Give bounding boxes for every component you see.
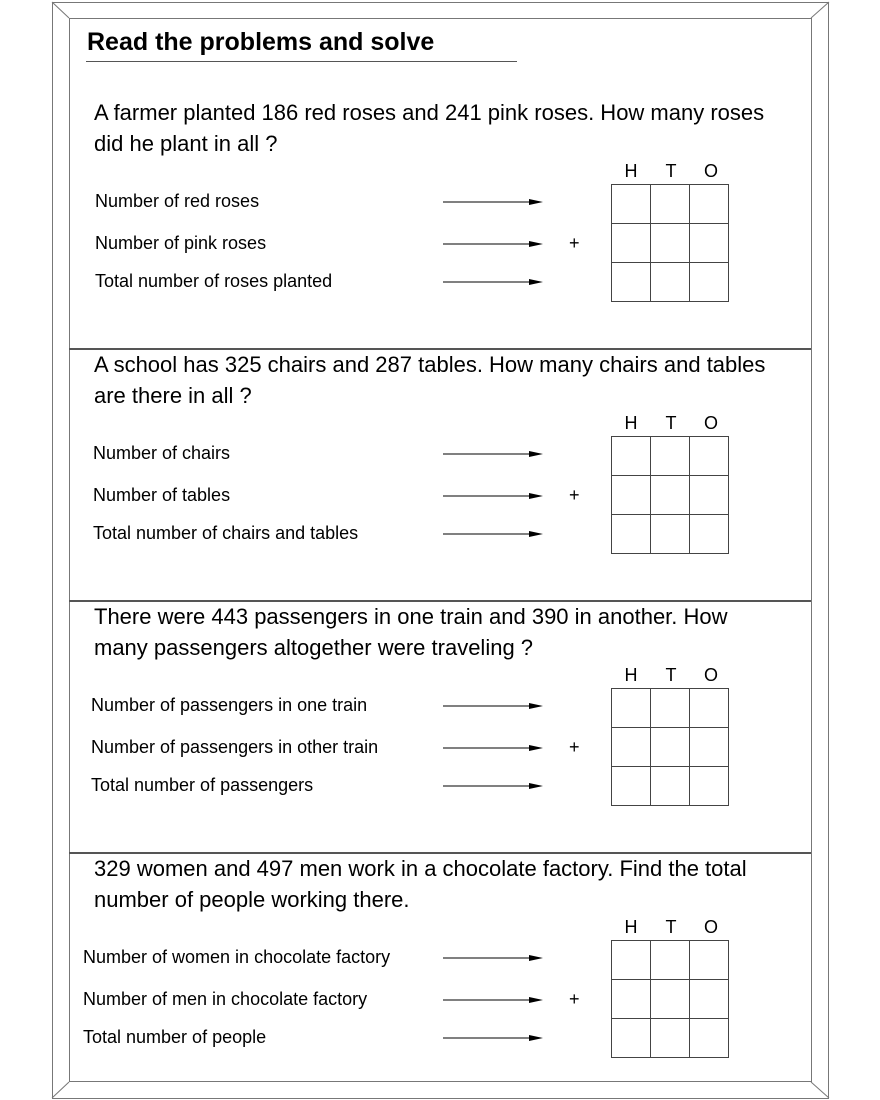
plus-sign: + [569, 485, 580, 505]
answer-cell[interactable] [650, 1018, 690, 1058]
answer-cell[interactable] [650, 475, 690, 515]
place-value-header: H [624, 917, 638, 937]
problem-label: Number of women in chocolate factory [83, 947, 391, 967]
answer-cell[interactable] [611, 262, 651, 302]
arrow-icon [443, 241, 543, 247]
problem-label: Number of tables [93, 485, 231, 505]
problem-label: Total number of people [83, 1027, 267, 1047]
answer-cell[interactable] [611, 184, 651, 224]
place-value-header: O [703, 413, 718, 433]
problem-question: There were 443 passengers in one train a… [94, 604, 728, 660]
problem-question: A school has 325 chairs and 287 tables. … [94, 352, 766, 408]
problem-label: Number of men in chocolate factory [83, 989, 368, 1009]
answer-cell[interactable] [611, 514, 651, 554]
answer-cell[interactable] [689, 727, 729, 767]
plus-sign: + [569, 233, 580, 253]
answer-cell[interactable] [650, 979, 690, 1019]
plus-sign: + [569, 989, 580, 1009]
answer-cell[interactable] [650, 223, 690, 263]
answer-grid [611, 688, 729, 806]
answer-cell[interactable] [650, 940, 690, 980]
section-divider [69, 600, 811, 602]
arrow-icon [443, 279, 543, 285]
place-value-header: O [703, 665, 718, 685]
answer-cell[interactable] [611, 727, 651, 767]
answer-cell[interactable] [689, 514, 729, 554]
worksheet-title: Read the problems and solve [87, 28, 435, 56]
problem-label: Number of red roses [95, 191, 260, 211]
arrow-icon [443, 493, 543, 499]
answer-cell[interactable] [689, 766, 729, 806]
arrow-icon [443, 451, 543, 457]
answer-grid [611, 940, 729, 1058]
arrow-icon [443, 199, 543, 205]
answer-cell[interactable] [611, 766, 651, 806]
arrow-icon [443, 997, 543, 1003]
answer-cell[interactable] [689, 436, 729, 476]
title-underline [86, 61, 517, 62]
arrow-icon [443, 955, 543, 961]
problem-label: Total number of passengers [91, 775, 314, 795]
problem-label: Number of passengers in other train [91, 737, 379, 757]
answer-cell[interactable] [689, 184, 729, 224]
answer-cell[interactable] [689, 979, 729, 1019]
answer-cell[interactable] [650, 184, 690, 224]
plus-sign: + [569, 737, 580, 757]
answer-grid [611, 436, 729, 554]
answer-cell[interactable] [611, 223, 651, 263]
place-value-header: H [624, 413, 638, 433]
answer-cell[interactable] [689, 262, 729, 302]
answer-cell[interactable] [689, 940, 729, 980]
answer-cell[interactable] [611, 940, 651, 980]
problem-label: Total number of roses planted [95, 271, 333, 291]
arrow-icon [443, 1035, 543, 1041]
problem-2: A school has 325 chairs and 287 tables. … [69, 349, 811, 602]
answer-cell[interactable] [689, 1018, 729, 1058]
answer-cell[interactable] [650, 766, 690, 806]
place-value-header: H [624, 161, 638, 181]
place-value-header: T [665, 665, 677, 685]
place-value-header: H [624, 665, 638, 685]
arrow-icon [443, 783, 543, 789]
answer-cell[interactable] [611, 979, 651, 1019]
answer-cell[interactable] [689, 688, 729, 728]
place-value-header: T [665, 917, 677, 937]
problem-label: Number of pink roses [95, 233, 267, 253]
problem-label: Number of chairs [93, 443, 231, 463]
place-value-header: O [703, 917, 718, 937]
place-value-header: T [665, 413, 677, 433]
answer-cell[interactable] [650, 688, 690, 728]
place-value-header: O [703, 161, 718, 181]
section-divider [69, 348, 811, 350]
problem-3: There were 443 passengers in one train a… [69, 601, 811, 854]
problem-4: 329 women and 497 men work in a chocolat… [69, 853, 811, 1058]
place-value-header: T [665, 161, 677, 181]
answer-cell[interactable] [611, 1018, 651, 1058]
arrow-icon [443, 531, 543, 537]
arrow-icon [443, 745, 543, 751]
answer-cell[interactable] [650, 436, 690, 476]
answer-cell[interactable] [650, 727, 690, 767]
problem-label: Number of passengers in one train [91, 695, 368, 715]
answer-cell[interactable] [611, 436, 651, 476]
problem-label: Total number of chairs and tables [93, 523, 359, 543]
answer-cell[interactable] [650, 514, 690, 554]
problem-question: 329 women and 497 men work in a chocolat… [94, 856, 747, 912]
problem-question: A farmer planted 186 red roses and 241 p… [94, 100, 765, 156]
answer-cell[interactable] [611, 475, 651, 515]
answer-cell[interactable] [689, 223, 729, 263]
answer-grid [611, 184, 729, 302]
problem-1: A farmer planted 186 red roses and 241 p… [69, 97, 811, 350]
section-divider [69, 852, 811, 854]
answer-cell[interactable] [611, 688, 651, 728]
arrow-icon [443, 703, 543, 709]
answer-cell[interactable] [650, 262, 690, 302]
answer-cell[interactable] [689, 475, 729, 515]
